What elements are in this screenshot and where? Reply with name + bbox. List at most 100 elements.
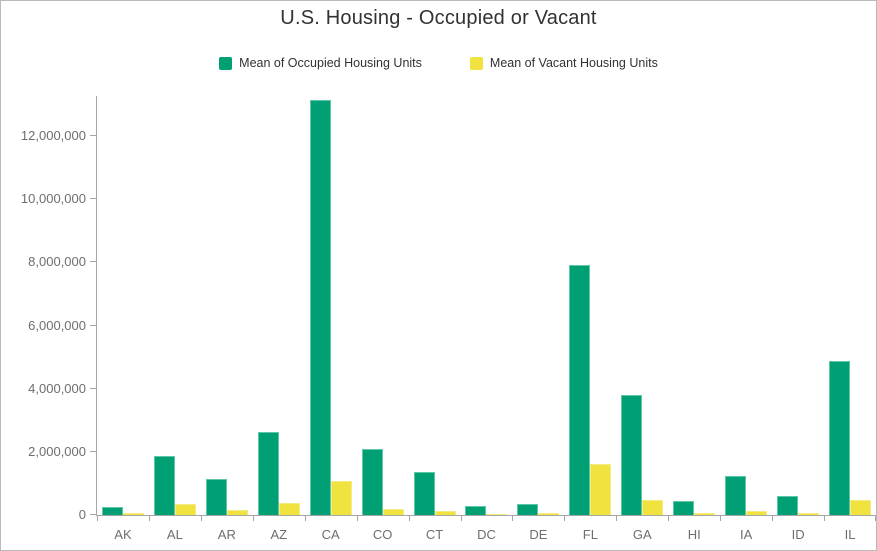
x-axis-label-ID: ID <box>791 527 805 542</box>
bar-vacant-ID[interactable] <box>798 513 820 515</box>
y-axis-label: 4,000,000 <box>28 380 86 396</box>
y-axis-tick <box>90 198 96 200</box>
legend-swatch-vacant-icon <box>469 56 483 70</box>
legend-item-occupied[interactable]: Mean of Occupied Housing Units <box>219 56 422 70</box>
x-axis-label-CA: CA <box>321 527 340 542</box>
x-axis-tick <box>824 516 825 521</box>
y-axis-label: 10,000,000 <box>20 191 86 207</box>
y-axis-label: 8,000,000 <box>28 254 86 270</box>
legend-swatch-occupied-icon <box>219 56 233 70</box>
x-axis-label-AR: AR <box>217 527 236 542</box>
x-axis-tick <box>668 516 669 521</box>
bar-group-IA <box>720 476 772 515</box>
x-axis-label-AK: AK <box>114 527 132 542</box>
bar-occupied-CO[interactable] <box>361 449 383 515</box>
bar-occupied-DC[interactable] <box>465 506 487 515</box>
bar-group-IL <box>824 361 876 515</box>
bar-group-CO <box>357 449 409 515</box>
legend-item-vacant[interactable]: Mean of Vacant Housing Units <box>469 56 658 70</box>
bar-vacant-AR[interactable] <box>226 510 248 515</box>
bar-group-AR <box>201 479 253 515</box>
bar-vacant-AZ[interactable] <box>278 503 300 515</box>
x-axis-label-CO: CO <box>372 527 393 542</box>
bar-vacant-FL[interactable] <box>590 464 612 515</box>
x-axis-tick <box>564 516 565 521</box>
legend: Mean of Occupied Housing Units Mean of V… <box>1 56 876 70</box>
bar-vacant-IA[interactable] <box>746 511 768 515</box>
y-axis-tick <box>90 514 96 515</box>
bar-occupied-ID[interactable] <box>777 496 799 515</box>
bar-occupied-DE[interactable] <box>517 504 539 515</box>
x-axis-label-AL: AL <box>166 527 183 542</box>
bar-occupied-IA[interactable] <box>725 476 747 515</box>
bar-occupied-IL[interactable] <box>829 361 851 515</box>
bar-group-AK <box>97 507 149 515</box>
x-axis-tick <box>97 516 98 521</box>
y-axis-label: 2,000,000 <box>28 443 86 459</box>
x-axis-tick <box>149 516 150 521</box>
bar-occupied-FL[interactable] <box>569 265 591 515</box>
bar-occupied-CA[interactable] <box>309 100 331 515</box>
legend-label-vacant: Mean of Vacant Housing Units <box>489 56 658 70</box>
x-axis-tick <box>512 516 513 521</box>
x-axis-tick <box>461 516 462 521</box>
bar-group-CA <box>305 100 357 515</box>
bar-group-HI <box>668 501 720 515</box>
bar-vacant-AK[interactable] <box>122 513 144 515</box>
y-axis-label: 6,000,000 <box>28 317 86 333</box>
bar-group-ID <box>772 496 824 515</box>
bar-vacant-DC[interactable] <box>486 514 508 515</box>
bar-occupied-AK[interactable] <box>101 507 123 515</box>
bar-group-AZ <box>253 432 305 515</box>
x-axis-label-GA: GA <box>632 527 652 542</box>
y-axis-label: 0 <box>78 507 86 522</box>
x-axis-tick <box>409 516 410 521</box>
x-axis-tick <box>253 516 254 521</box>
plot-area: 0 2,000,000 4,000,000 6,000,000 8,000,000 10,… <box>21 96 876 542</box>
x-axis-label-HI: HI <box>687 527 701 542</box>
y-axis-tick <box>90 135 96 136</box>
x-axis-tick <box>357 516 358 521</box>
bar-group-CT <box>409 472 461 515</box>
bar-group-DC <box>461 506 513 515</box>
x-axis-label-DE: DE <box>529 527 548 542</box>
bar-group-DE <box>512 504 564 515</box>
bar-group-AL <box>149 456 201 515</box>
y-axis-tick <box>90 387 96 389</box>
bar-occupied-GA[interactable] <box>621 395 643 515</box>
chart-title: U.S. Housing - Occupied or Vacant <box>280 7 597 29</box>
bar-occupied-AR[interactable] <box>205 479 227 515</box>
y-axis-label: 12,000,000 <box>20 128 86 143</box>
y-axis-tick <box>90 324 96 326</box>
x-axis-label-AZ: AZ <box>270 527 288 542</box>
bar-group-FL <box>564 265 616 515</box>
bar-occupied-AZ[interactable] <box>257 432 279 515</box>
bar-vacant-CT[interactable] <box>434 511 456 515</box>
x-axis-tick <box>875 516 876 521</box>
x-axis-label-IA: IA <box>740 527 753 542</box>
bar-vacant-CO[interactable] <box>382 509 404 515</box>
y-axis-tick <box>90 261 96 263</box>
legend-label-occupied: Mean of Occupied Housing Units <box>239 56 422 70</box>
bar-vacant-IL[interactable] <box>850 500 872 515</box>
bar-occupied-AL[interactable] <box>153 456 175 515</box>
bar-occupied-CT[interactable] <box>413 472 435 515</box>
x-axis-tick <box>305 516 306 521</box>
bar-vacant-AL[interactable] <box>174 504 196 515</box>
x-axis-tick <box>201 516 202 521</box>
y-axis-tick <box>90 450 96 452</box>
bar-occupied-HI[interactable] <box>673 501 695 515</box>
bar-vacant-CA[interactable] <box>330 481 352 515</box>
bar-group-GA <box>616 395 668 515</box>
x-axis-label-IL: IL <box>844 527 856 542</box>
bar-vacant-GA[interactable] <box>642 500 664 515</box>
x-axis-label-FL: FL <box>582 527 598 542</box>
x-axis-label-DC: DC <box>477 527 496 542</box>
bar-vacant-HI[interactable] <box>694 513 716 515</box>
x-axis-tick <box>720 516 721 521</box>
bar-vacant-DE[interactable] <box>538 513 560 515</box>
x-axis-label-CT: CT <box>425 527 444 542</box>
x-axis-tick <box>772 516 773 521</box>
x-axis-tick <box>616 516 617 521</box>
